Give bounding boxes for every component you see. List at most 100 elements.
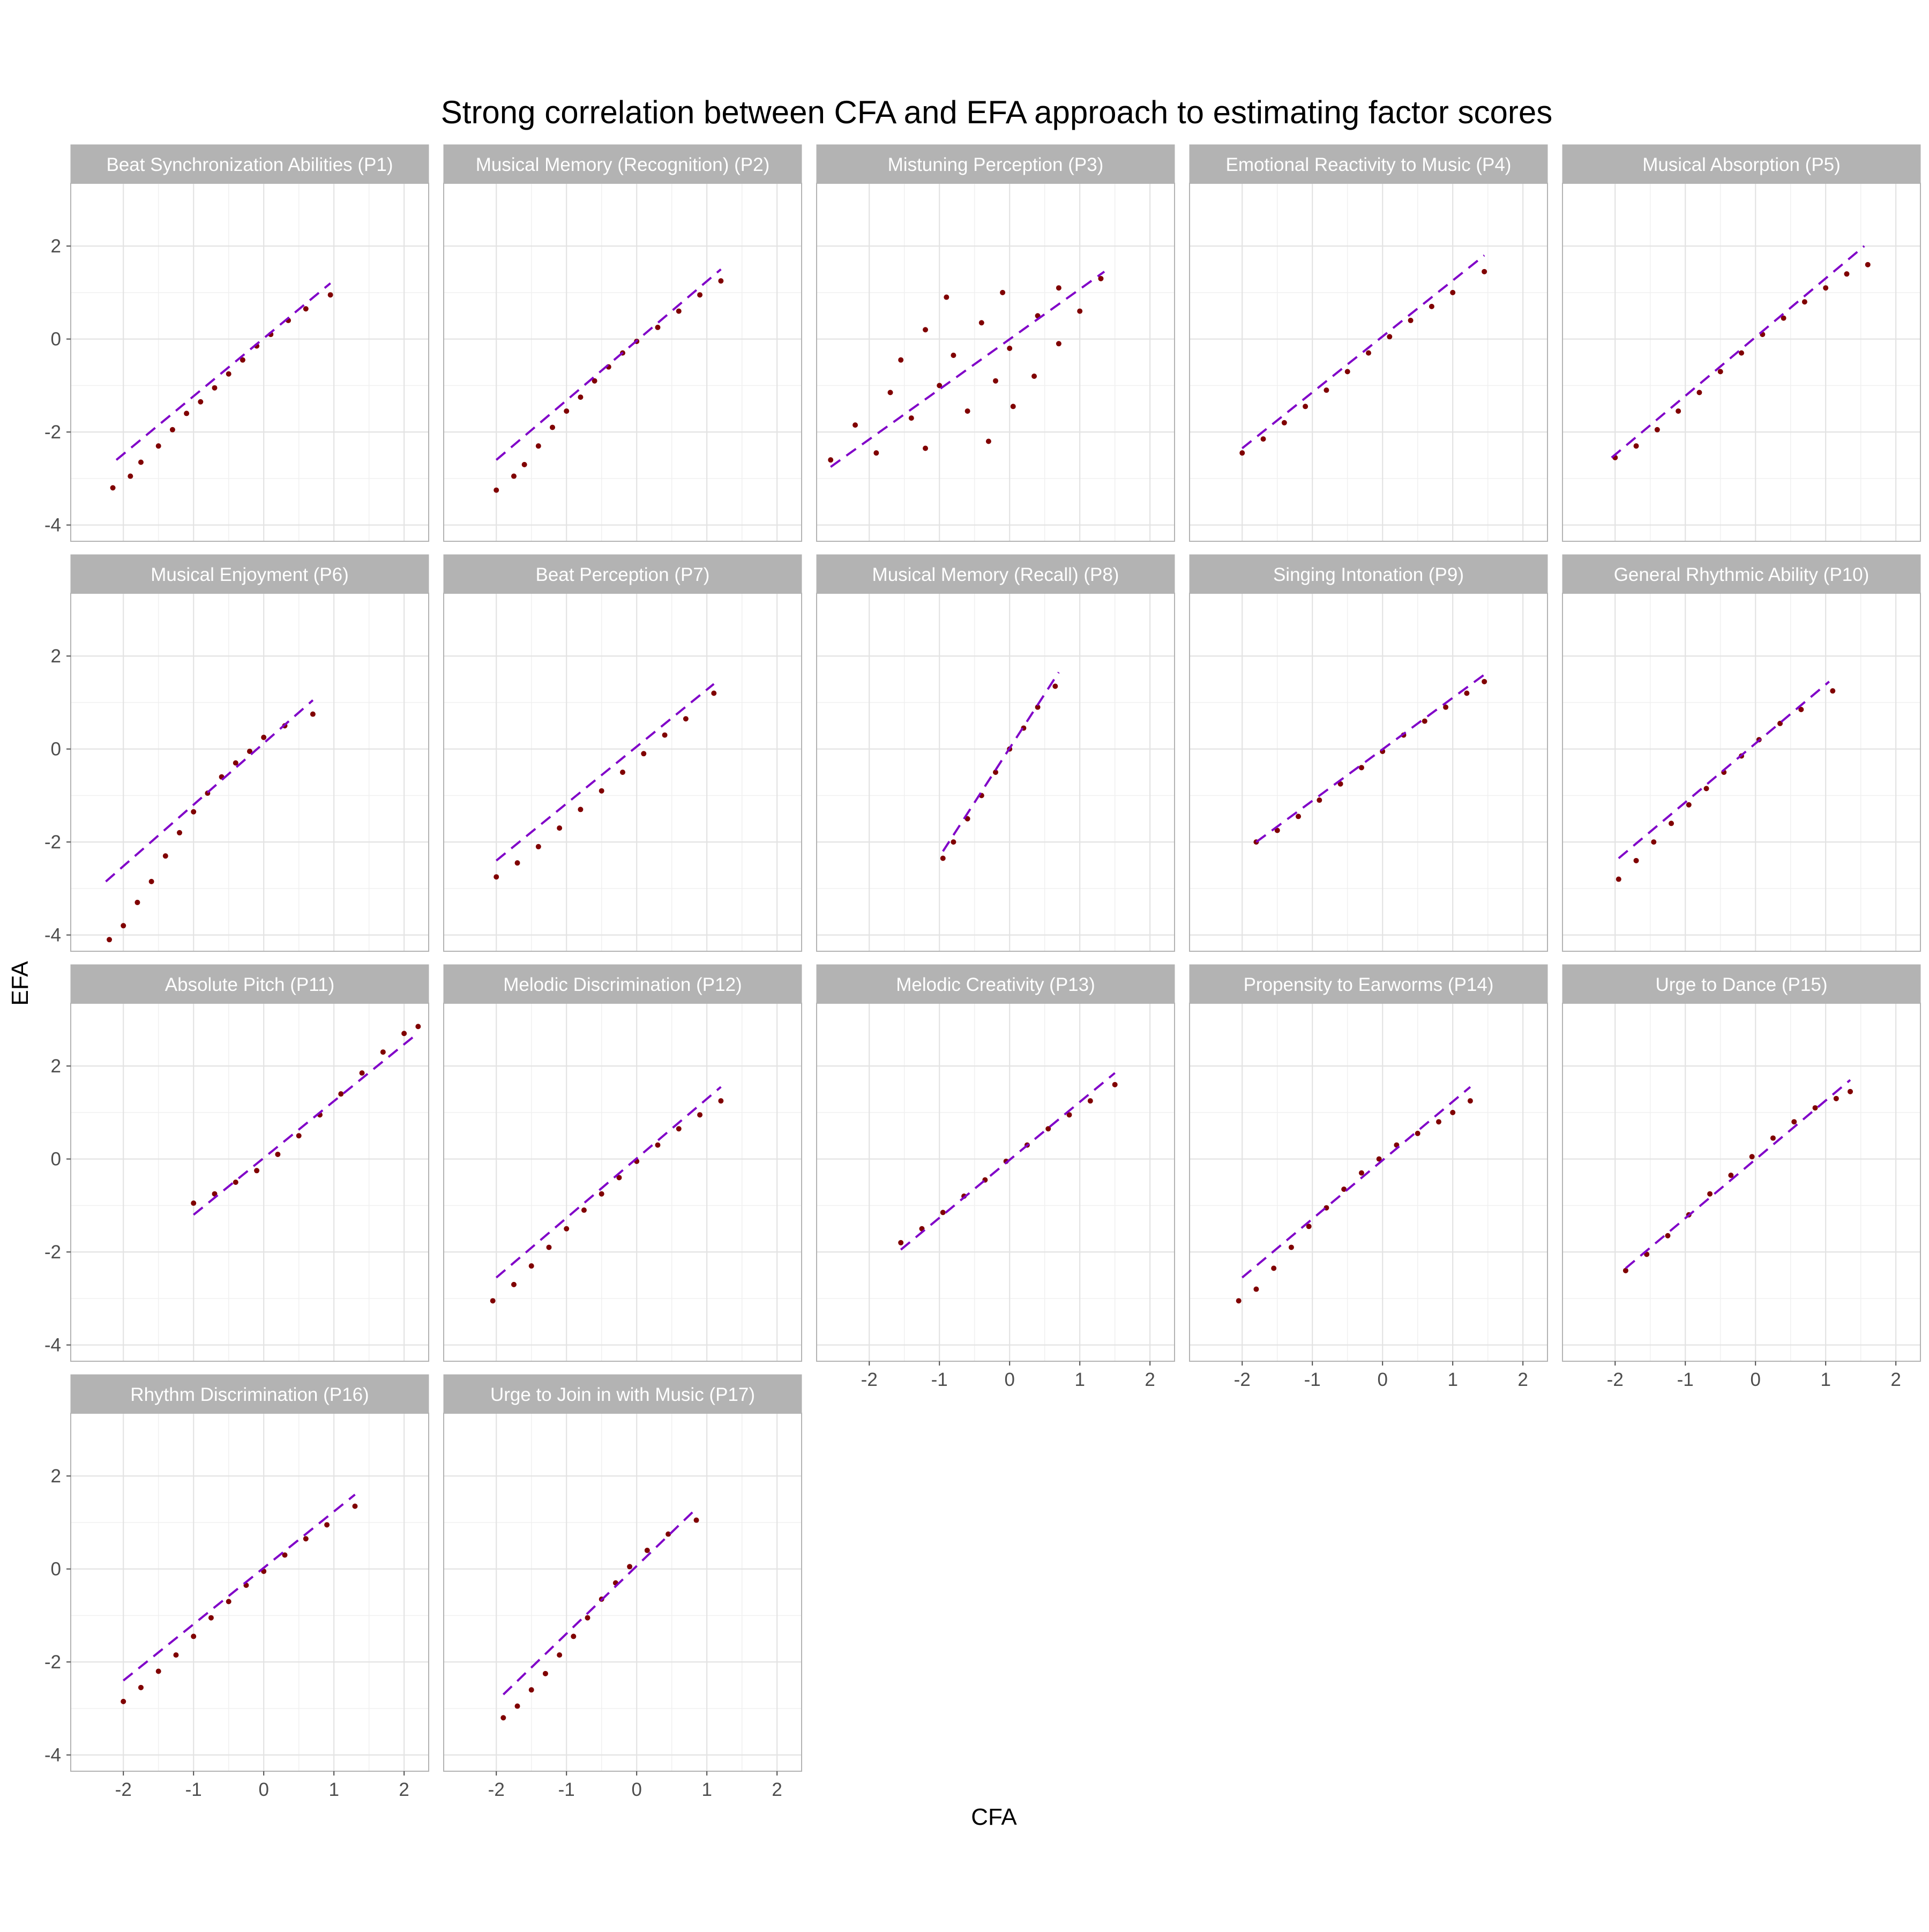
data-point [1798,706,1804,712]
data-point [1665,1233,1671,1239]
data-point [1324,387,1329,393]
x-tick-label: -1 [1304,1369,1321,1390]
reference-line [105,699,314,883]
y-tick-label: -4 [44,515,61,536]
data-point [303,1536,309,1542]
reference-line [115,282,331,461]
facet-panel-7: Beat Perception (P7) [443,554,802,952]
data-point [212,385,218,391]
data-point [1052,683,1058,689]
data-point [1717,369,1723,375]
reference-line [1255,674,1485,843]
data-point [282,1552,288,1558]
data-points [107,711,316,943]
data-point [1358,1170,1364,1176]
data-point [1703,786,1709,792]
facet-panel-10: General Rhythmic Ability (P10) [1562,554,1921,952]
data-point [581,1207,587,1213]
data-point [1848,1088,1853,1094]
gridlines [817,183,1175,541]
facet-strip [443,144,802,184]
facet-strip-label: Mistuning Perception (P3) [888,154,1104,175]
facet-strip [443,964,802,1004]
reference-line [495,683,715,862]
data-point [1801,299,1807,305]
data-point [557,1652,563,1658]
panel-border [816,183,1175,542]
facet-strip [70,554,429,594]
data-point [1467,1098,1473,1104]
x-tick-label: 0 [1377,1369,1387,1390]
data-points [1239,268,1487,456]
panel-background [817,183,1175,541]
facet-strip-label: Melodic Discrimination (P12) [503,974,742,995]
data-point [162,853,168,859]
data-point [662,732,668,738]
y-tick-label: 0 [51,739,61,760]
panel-background [1190,593,1547,951]
data-point [641,751,647,757]
data-point [226,371,231,377]
data-point [599,788,604,794]
gridlines [817,593,1175,951]
data-points [494,690,717,880]
reference-line [1611,245,1865,459]
data-point [666,1531,671,1537]
data-point [1358,765,1364,771]
x-tick-label: 2 [399,1779,409,1800]
x-tick-label: 2 [1890,1369,1901,1390]
y-tick-label: 2 [51,646,61,667]
data-point [1833,1095,1839,1101]
data-point [676,1126,682,1132]
data-point [599,1191,604,1197]
data-point [1435,1119,1441,1125]
gridlines [71,593,429,951]
facet-strip [443,1374,802,1414]
data-point [940,855,946,861]
gridlines [444,1413,802,1771]
facet-panel-11: Absolute Pitch (P11) -4 -2 0 2 [44,964,429,1362]
facet-panel-1: Beat Synchronization Abilities (P1) -4 -2 0… [44,144,429,542]
data-point [951,352,956,358]
gridlines [71,1003,429,1361]
facet-strip-label: Urge to Join in with Music (P17) [490,1384,755,1405]
panel-border [1189,183,1548,542]
data-point [1443,704,1449,710]
data-point [1045,1126,1051,1132]
facet-strip-label: Singing Intonation (P9) [1273,564,1464,585]
x-tick-label: 1 [1820,1369,1830,1390]
gridlines [444,1003,802,1361]
data-point [191,1633,197,1639]
data-point [557,825,563,831]
facet-strip-label: Urge to Dance (P15) [1656,974,1828,995]
data-point [198,399,204,405]
data-point [191,809,197,815]
data-point [1844,271,1850,277]
data-point [887,390,893,396]
data-point [138,1684,144,1690]
facet-strip-label: Melodic Creativity (P13) [896,974,1095,995]
data-point [1633,443,1639,449]
chart-title: Strong correlation between CFA and EFA a… [441,94,1552,130]
data-point [1623,1267,1628,1273]
data-point [155,1668,161,1674]
y-tick-label: -2 [44,422,61,443]
facet-panel-13: Melodic Creativity (P13) -2 -1 0 1 2 [816,964,1175,1390]
data-point [546,1244,552,1250]
data-point [177,830,183,836]
data-point [1739,350,1744,356]
panel-border [70,1003,429,1362]
facet-strip [70,964,429,1004]
facet-strip-label: Propensity to Earworms (P14) [1244,974,1494,995]
gridlines [444,593,802,951]
data-point [233,1180,238,1185]
data-point [965,408,970,414]
data-point [303,306,309,312]
facet-strip [1562,144,1921,184]
data-point [965,816,970,822]
data-point [1422,718,1427,724]
data-point [121,923,126,929]
data-point [173,1652,179,1658]
data-point [898,1240,904,1245]
